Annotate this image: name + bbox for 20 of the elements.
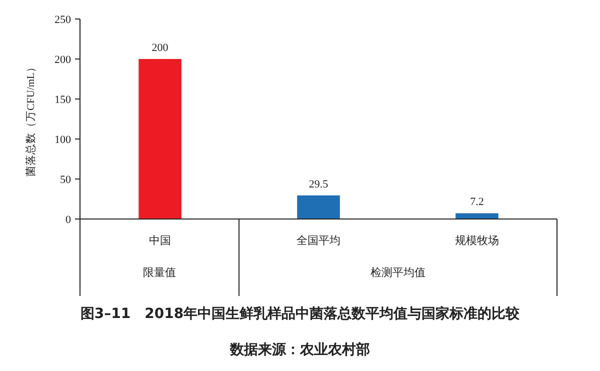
bar — [456, 213, 498, 219]
bar — [297, 195, 340, 219]
data-label: 29.5 — [308, 178, 329, 190]
bar — [138, 59, 182, 219]
y-tick-label: 200 — [54, 54, 72, 66]
y-tick-label: 100 — [54, 134, 72, 146]
text: 限量值 — [143, 267, 176, 279]
text: 检测平均值 — [370, 267, 426, 279]
x-tick-label: 规模牧场 — [454, 235, 499, 247]
x-tick-label: 中国 — [149, 234, 172, 247]
y-tick-label: 0 — [66, 214, 72, 226]
source-note: 数据来源：农业农村部 — [229, 341, 370, 358]
x-tick-label: 全国平均 — [296, 235, 340, 247]
y-axis-title: 菌落总数（万CFU/mL） — [24, 62, 37, 176]
text: 图3–11 2018年中国生鲜乳样品中菌落总数平均值与国家标准的比较 — [80, 305, 521, 322]
data-label: 7.2 — [470, 196, 484, 208]
data-label: 200 — [152, 42, 169, 54]
y-tick-label: 150 — [54, 94, 72, 106]
y-tick-label: 50 — [60, 174, 72, 186]
y-tick-label: 250 — [54, 14, 72, 26]
